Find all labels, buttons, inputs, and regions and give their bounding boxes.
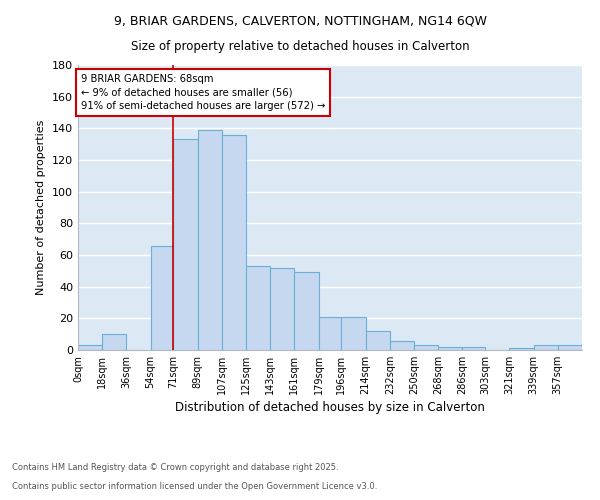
Bar bbox=[246, 266, 270, 350]
Text: 9 BRIAR GARDENS: 68sqm
← 9% of detached houses are smaller (56)
91% of semi-deta: 9 BRIAR GARDENS: 68sqm ← 9% of detached … bbox=[80, 74, 325, 111]
Bar bbox=[558, 346, 582, 350]
Bar bbox=[390, 340, 414, 350]
Bar bbox=[78, 346, 102, 350]
X-axis label: Distribution of detached houses by size in Calverton: Distribution of detached houses by size … bbox=[175, 401, 485, 414]
Text: Contains public sector information licensed under the Open Government Licence v3: Contains public sector information licen… bbox=[12, 482, 377, 491]
Bar bbox=[295, 272, 319, 350]
Bar bbox=[463, 347, 485, 350]
Text: Size of property relative to detached houses in Calverton: Size of property relative to detached ho… bbox=[131, 40, 469, 53]
Bar bbox=[414, 346, 438, 350]
Bar bbox=[438, 347, 463, 350]
Y-axis label: Number of detached properties: Number of detached properties bbox=[37, 120, 46, 295]
Bar bbox=[151, 246, 173, 350]
Text: Contains HM Land Registry data © Crown copyright and database right 2025.: Contains HM Land Registry data © Crown c… bbox=[12, 464, 338, 472]
Bar bbox=[270, 268, 295, 350]
Bar bbox=[173, 140, 197, 350]
Bar bbox=[365, 331, 390, 350]
Bar bbox=[197, 130, 222, 350]
Text: 9, BRIAR GARDENS, CALVERTON, NOTTINGHAM, NG14 6QW: 9, BRIAR GARDENS, CALVERTON, NOTTINGHAM,… bbox=[113, 15, 487, 28]
Bar bbox=[319, 317, 341, 350]
Bar bbox=[341, 317, 365, 350]
Bar bbox=[533, 346, 558, 350]
Bar bbox=[102, 334, 127, 350]
Bar bbox=[222, 134, 246, 350]
Bar bbox=[509, 348, 533, 350]
